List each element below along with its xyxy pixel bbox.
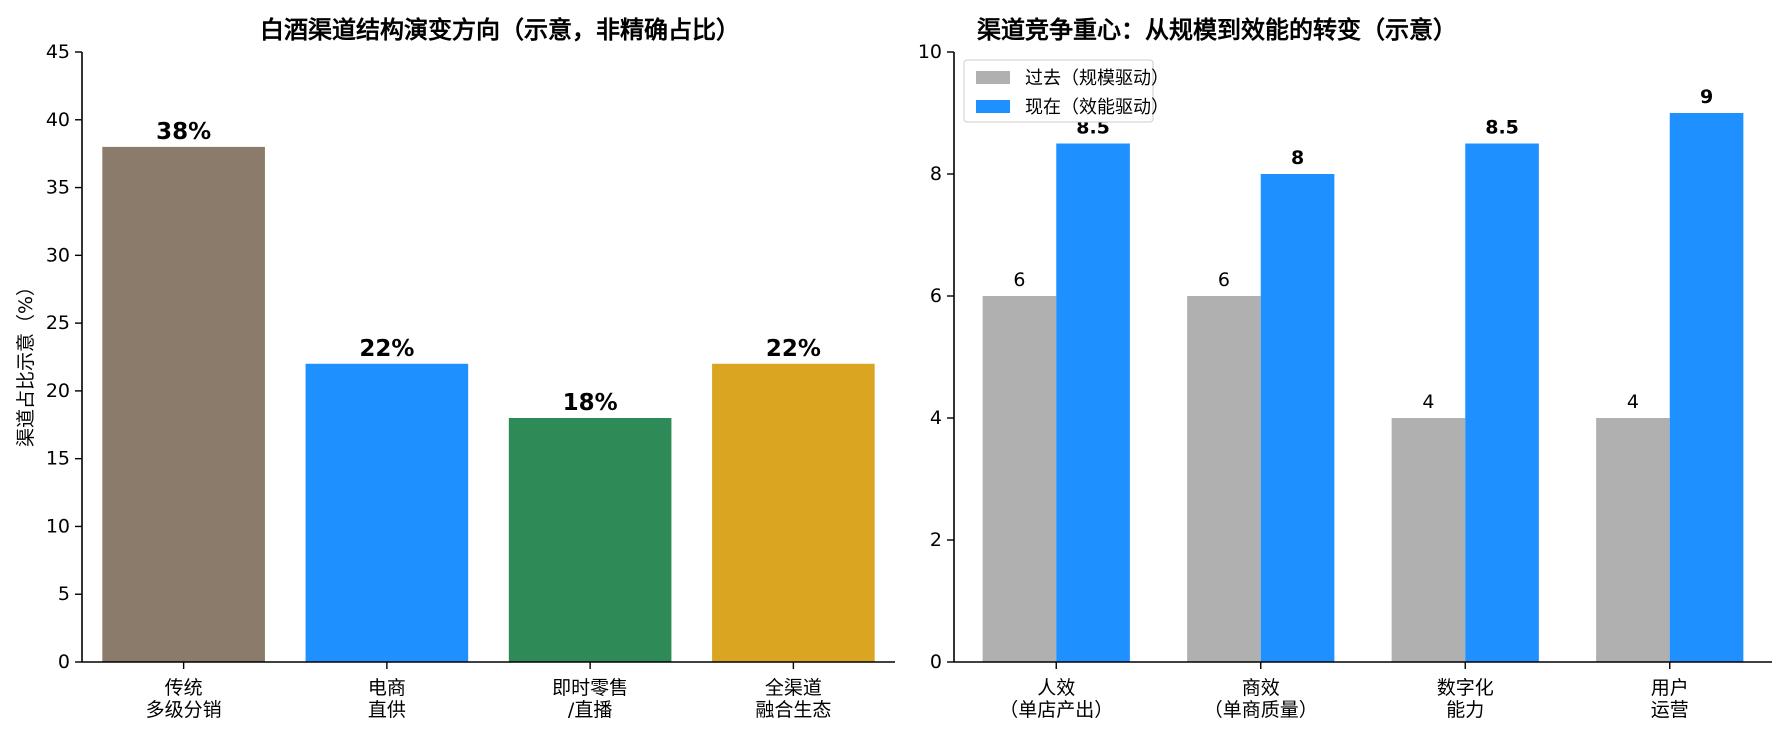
- right-category-label: 用户: [1651, 677, 1689, 699]
- right-bar-past: [982, 296, 1057, 662]
- left-category-label: 直供: [368, 699, 406, 721]
- legend: 过去（规模驱动） 现在（效能驱动）: [963, 59, 1169, 123]
- right-category-label: 数字化: [1437, 677, 1494, 699]
- right-bar-past-value-label: 4: [1627, 391, 1639, 413]
- left-bar: [102, 146, 265, 662]
- left-bar-value-label: 22%: [766, 336, 821, 362]
- left-y-tick-label: 25: [46, 312, 70, 334]
- right-bar-past-value-label: 6: [1218, 269, 1230, 291]
- right-bar-now: [1056, 143, 1130, 662]
- legend-box: [963, 59, 1154, 123]
- left-category-label: 多级分销: [146, 699, 222, 721]
- left-chart-title: 白酒渠道结构演变方向（示意，非精确占比）: [260, 16, 740, 44]
- right-category-label: 运营: [1651, 699, 1689, 721]
- right-y-tick-label: 2: [930, 529, 942, 551]
- left-y-tick-label: 20: [46, 380, 70, 402]
- right-y-tick-label: 8: [930, 163, 942, 185]
- left-y-ticks: 0 5 10 15 20 25 30 35 40 45: [46, 41, 82, 673]
- right-category-label: 能力: [1446, 699, 1484, 721]
- left-y-tick-label: 35: [46, 177, 70, 199]
- right-bar-now-value-label: 8: [1291, 147, 1304, 169]
- left-bar: [712, 363, 875, 662]
- right-category-label: （单店产出）: [999, 699, 1113, 721]
- legend-label-past: 过去（规模驱动）: [1025, 68, 1169, 89]
- left-y-tick-label: 45: [46, 41, 70, 63]
- right-category-label: 商效: [1242, 677, 1280, 699]
- right-bar-past-value-label: 6: [1013, 269, 1025, 291]
- left-y-axis-label: 渠道占比示意（%）: [15, 277, 37, 447]
- left-bars: 38% 22% 18% 22%: [102, 119, 875, 662]
- left-category-label: 全渠道: [765, 677, 822, 699]
- right-bar-now-value-label: 9: [1700, 86, 1713, 108]
- right-bar-past: [1596, 418, 1670, 662]
- left-bar-value-label: 22%: [359, 336, 414, 362]
- left-bar-value-label: 38%: [156, 119, 211, 145]
- left-category-label: 传统: [165, 677, 203, 699]
- left-category-label: 即时零售: [552, 677, 628, 699]
- right-category-label: 人效: [1037, 677, 1075, 699]
- left-y-tick-label: 5: [58, 583, 70, 605]
- right-y-tick-label: 0: [930, 651, 942, 673]
- left-y-tick-label: 15: [46, 448, 70, 470]
- left-y-tick-label: 30: [46, 244, 70, 266]
- legend-swatch-now: [976, 100, 1010, 113]
- left-category-label: 电商: [368, 677, 406, 699]
- left-category-label: /直播: [568, 699, 612, 721]
- right-bar-now: [1465, 143, 1539, 662]
- right-y-ticks: 0 2 4 6 8 10: [918, 41, 954, 673]
- right-bar-now-value-label: 8.5: [1485, 117, 1519, 139]
- right-bar-past: [1187, 296, 1261, 662]
- legend-label-now: 现在（效能驱动）: [1025, 97, 1169, 118]
- left-bar: [508, 418, 672, 662]
- right-bar-now: [1260, 174, 1335, 662]
- left-bar: [305, 363, 469, 662]
- left-category-label: 融合生态: [755, 699, 831, 721]
- left-y-tick-label: 0: [58, 651, 70, 673]
- right-bar-past-value-label: 4: [1422, 391, 1434, 413]
- right-category-label: （单商质量）: [1204, 699, 1318, 721]
- left-y-tick-label: 40: [46, 109, 70, 131]
- right-y-tick-label: 10: [918, 41, 942, 63]
- right-chart-title: 渠道竞争重心：从规模到效能的转变（示意）: [977, 16, 1457, 44]
- right-y-tick-label: 4: [930, 407, 942, 429]
- left-bar-value-label: 18%: [563, 390, 618, 416]
- right-bar-past: [1391, 418, 1466, 662]
- left-y-tick-label: 10: [46, 515, 70, 537]
- right-y-tick-label: 6: [930, 285, 942, 307]
- legend-swatch-past: [976, 71, 1010, 84]
- right-bar-now: [1669, 113, 1744, 662]
